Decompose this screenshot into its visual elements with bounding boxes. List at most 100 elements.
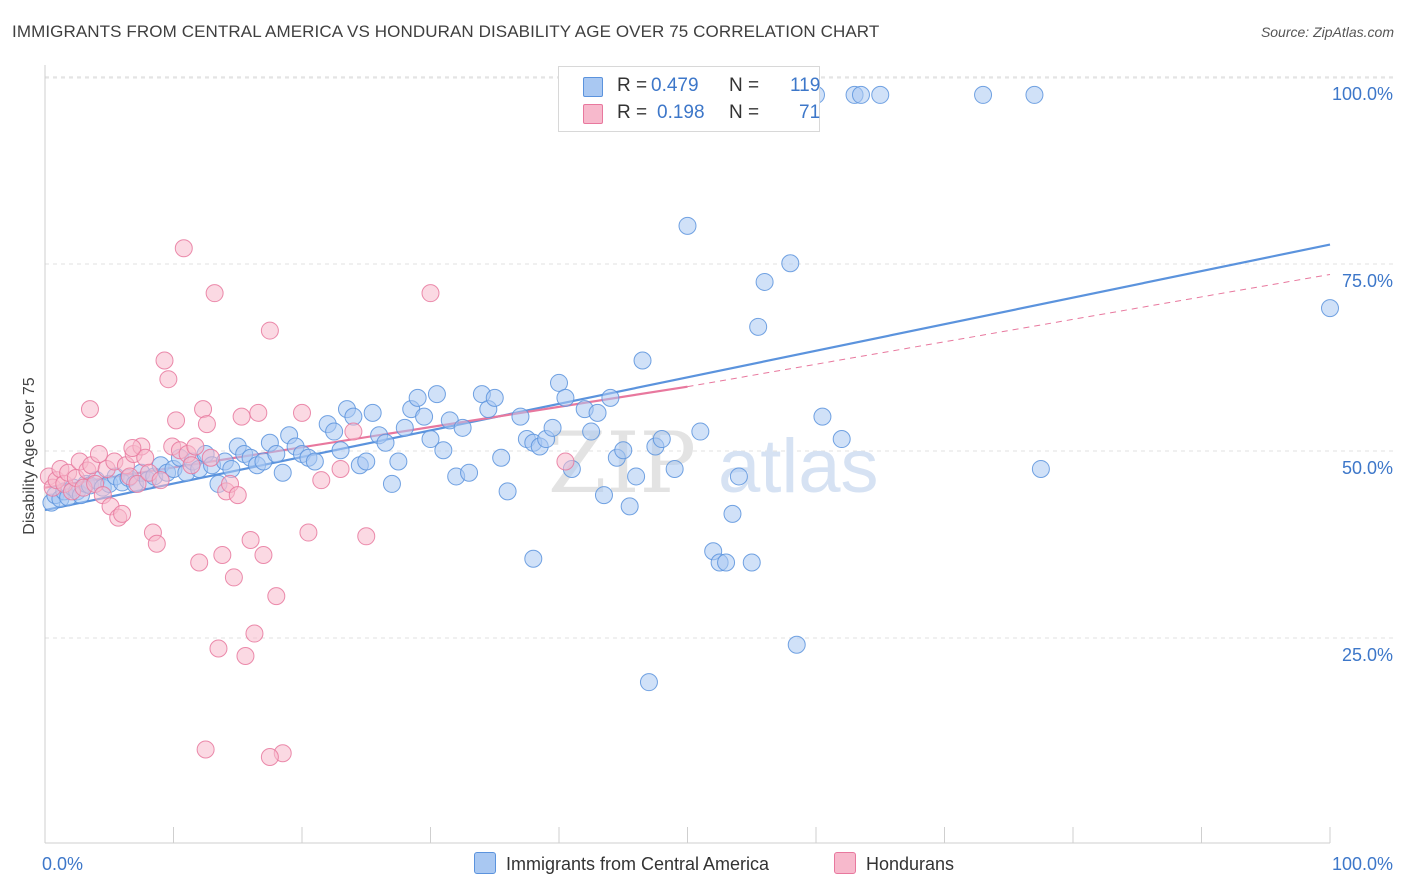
point-hondurans: [213, 545, 232, 564]
point-central-america: [723, 504, 742, 523]
point-hondurans: [232, 407, 251, 426]
point-central-america: [492, 448, 511, 467]
point-central-america: [357, 452, 376, 471]
point-central-america: [389, 452, 408, 471]
point-hondurans: [151, 471, 170, 490]
trend-line-hondurans-extension: [687, 273, 1331, 388]
y-tick-label: 50.0%: [1342, 458, 1393, 478]
point-central-america: [222, 459, 241, 478]
point-hondurans: [254, 545, 273, 564]
point-hondurans: [201, 448, 220, 467]
point-hondurans: [113, 504, 132, 523]
point-central-america: [460, 463, 479, 482]
point-hondurans: [260, 321, 279, 340]
point-central-america: [273, 463, 292, 482]
legend-r-value: 0.198: [657, 102, 705, 123]
point-hondurans: [357, 527, 376, 546]
legend-r-label: R =: [617, 75, 648, 96]
legend-r-value: 0.479: [651, 75, 699, 96]
point-central-america: [832, 430, 851, 449]
point-central-america: [717, 553, 736, 572]
point-central-america: [556, 388, 575, 407]
point-central-america: [363, 403, 382, 422]
point-central-america: [305, 452, 324, 471]
tick-labels: 25.0% 50.0% 75.0% 100.0% 0.0% 100.0%: [42, 84, 1393, 874]
point-hondurans: [89, 445, 108, 463]
legend-item-central-america: Immigrants from Central America: [474, 852, 769, 876]
point-hondurans: [260, 747, 279, 766]
point-central-america: [511, 407, 530, 426]
point-central-america: [871, 85, 890, 104]
point-hondurans: [128, 474, 147, 493]
point-central-america: [382, 474, 401, 493]
point-central-america: [1031, 459, 1050, 478]
point-central-america: [787, 635, 806, 654]
point-central-america: [627, 467, 646, 486]
point-central-america: [434, 441, 453, 460]
point-central-america: [974, 85, 993, 104]
x-tick-label: 0.0%: [42, 854, 83, 874]
correlation-legend: R = 0.479 N = 119 R = 0.198 N = 71: [558, 66, 820, 132]
point-hondurans: [197, 415, 216, 434]
point-hondurans: [245, 624, 264, 643]
point-central-america: [1321, 299, 1339, 318]
watermark-atlas: atlas: [718, 424, 879, 509]
point-hondurans: [196, 740, 215, 759]
point-hondurans: [190, 553, 209, 572]
legend-swatch-blue: [583, 77, 603, 97]
legend-label: Hondurans: [866, 854, 955, 874]
point-hondurans: [556, 452, 575, 471]
point-central-america: [691, 422, 710, 441]
point-central-america: [742, 553, 761, 572]
point-hondurans: [224, 568, 243, 587]
point-hondurans: [249, 403, 268, 422]
point-central-america: [524, 549, 543, 568]
point-hondurans: [331, 459, 350, 478]
point-hondurans: [186, 437, 205, 456]
point-hondurans: [228, 486, 247, 505]
point-hondurans: [80, 400, 99, 419]
legend-n-value: 71: [799, 102, 821, 123]
point-central-america: [594, 486, 613, 505]
point-central-america: [550, 373, 568, 392]
source-label: Source: ZipAtlas.com: [1260, 24, 1394, 40]
point-central-america: [614, 441, 633, 460]
point-central-america: [485, 388, 504, 407]
point-hondurans: [209, 639, 228, 658]
point-central-america: [665, 459, 684, 478]
point-central-america: [421, 430, 440, 449]
legend-r-label: R =: [617, 102, 648, 123]
legend-item-hondurans: Hondurans: [834, 852, 954, 876]
point-central-america: [588, 403, 607, 422]
point-central-america: [331, 441, 350, 460]
point-central-america: [408, 388, 427, 407]
point-central-america: [427, 385, 446, 404]
point-central-america: [639, 673, 658, 692]
legend-swatch-pink: [834, 852, 856, 874]
point-central-america: [453, 418, 472, 437]
point-central-america: [325, 422, 344, 441]
point-hondurans: [174, 239, 193, 258]
point-central-america: [395, 418, 414, 437]
point-hondurans: [241, 531, 260, 550]
legend-n-value: 119: [790, 75, 821, 96]
point-central-america: [582, 422, 601, 441]
point-hondurans: [159, 370, 178, 389]
point-hondurans: [167, 411, 186, 430]
point-central-america: [781, 254, 800, 273]
point-central-america: [851, 85, 870, 104]
point-central-america: [652, 430, 671, 449]
point-hondurans: [299, 523, 318, 542]
point-central-america: [678, 216, 697, 235]
point-central-america: [620, 497, 639, 516]
point-hondurans: [147, 534, 166, 553]
point-hondurans: [205, 284, 224, 303]
y-tick-label: 25.0%: [1342, 645, 1393, 665]
point-central-america: [1025, 85, 1044, 104]
point-central-america: [415, 407, 434, 426]
point-hondurans: [267, 587, 286, 606]
y-tick-label: 75.0%: [1342, 271, 1393, 291]
x-tick-label: 100.0%: [1332, 854, 1393, 874]
point-hondurans: [344, 422, 363, 441]
